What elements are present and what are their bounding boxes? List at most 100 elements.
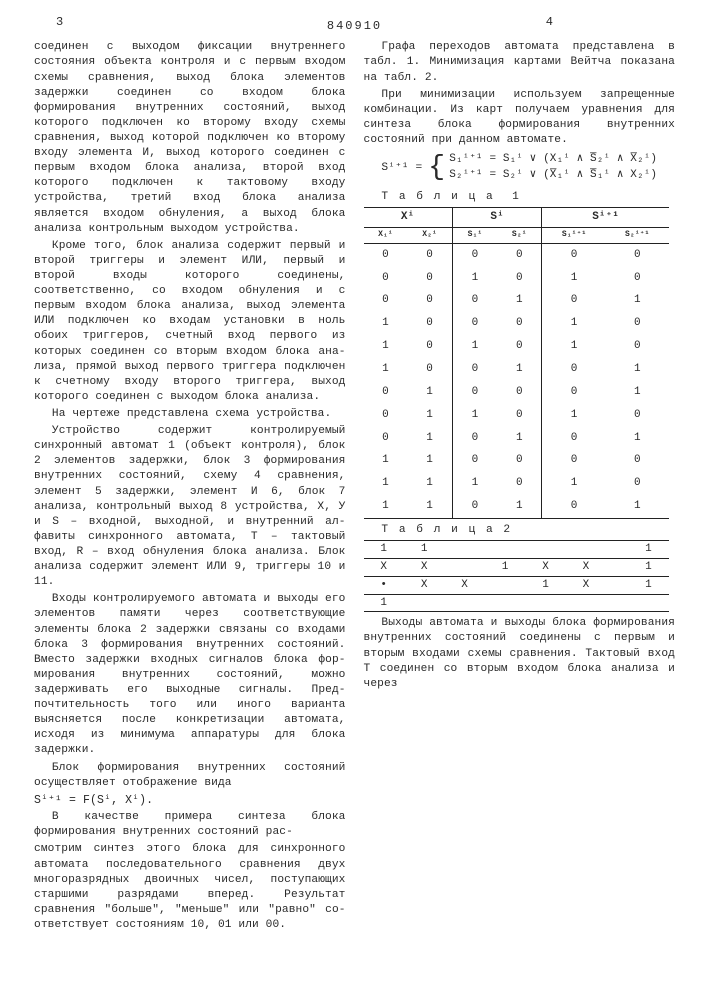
- right-para-3: При минимизации используем запре­щенные …: [364, 88, 676, 148]
- table-cell: 0: [364, 381, 408, 404]
- table-cell: X: [364, 558, 404, 576]
- table-cell: 1: [542, 472, 606, 495]
- left-para-7: В качестве примера синтеза блока формиро…: [34, 810, 346, 840]
- table-cell: 1: [407, 472, 452, 495]
- table-row: 101010: [364, 335, 669, 358]
- t1-group-s1: Sⁱ⁺¹: [542, 208, 669, 228]
- table-cell: 1: [485, 558, 525, 576]
- table-cell: 0: [364, 404, 408, 427]
- table-2: 111XX1XX1•XX1X11: [364, 540, 669, 612]
- table-cell: 0: [542, 449, 606, 472]
- formula-rows: S₁ⁱ⁺¹ = S₁ⁱ ∨ (X₁ⁱ ∧ S̅₂ⁱ ∧ X̅₂ⁱ) S₂ⁱ⁺¹ …: [449, 152, 657, 184]
- table-cell: 0: [364, 289, 408, 312]
- t1-h-1: X₂ⁱ: [407, 227, 452, 243]
- table-cell: 0: [407, 243, 452, 266]
- table-cell: X: [404, 558, 444, 576]
- table-cell: 1: [364, 312, 408, 335]
- left-para-6: Блок формирования внутренних состо­яний …: [34, 761, 346, 791]
- table-cell: 0: [407, 267, 452, 290]
- table-cell: [606, 558, 628, 576]
- table-cell: [628, 594, 669, 612]
- table-cell: 0: [497, 267, 542, 290]
- table-cell: 1: [497, 358, 542, 381]
- t1-h-2: S₁ⁱ: [452, 227, 497, 243]
- braced-formula: Sⁱ⁺¹ = { S₁ⁱ⁺¹ = S₁ⁱ ∨ (X₁ⁱ ∧ S̅₂ⁱ ∧ X̅₂…: [364, 152, 676, 184]
- table-cell: 1: [407, 495, 452, 518]
- formula-lhs: Sⁱ⁺¹ =: [381, 161, 422, 176]
- table-cell: [444, 558, 484, 576]
- table-cell: 1: [364, 335, 408, 358]
- table-cell: 0: [606, 335, 669, 358]
- table-row: 111: [364, 541, 669, 559]
- table-cell: 1: [542, 335, 606, 358]
- left-para-4: Устройство содержит контролируемый синхр…: [34, 424, 346, 590]
- table2-body: 111XX1XX1•XX1X11: [364, 541, 669, 612]
- table-cell: 1: [364, 495, 408, 518]
- table-cell: 0: [542, 381, 606, 404]
- table1-title: Т а б л и ц а 1: [364, 190, 676, 205]
- table-cell: [444, 594, 484, 612]
- table-cell: 0: [452, 495, 497, 518]
- table-cell: 0: [606, 243, 669, 266]
- table-cell: 1: [364, 449, 408, 472]
- table-cell: •: [364, 576, 404, 594]
- table-row: 000101: [364, 289, 669, 312]
- table-row: 110101: [364, 495, 669, 518]
- left-para-2: Кроме того, блок анализа содержит первый…: [34, 239, 346, 405]
- table-row: 010001: [364, 381, 669, 404]
- table-cell: [485, 594, 525, 612]
- left-para-1: соединен с выходом фиксации внутрен­него…: [34, 40, 346, 236]
- table-cell: [566, 541, 606, 559]
- table-cell: 0: [452, 427, 497, 450]
- table-cell: 0: [452, 289, 497, 312]
- formula-row-1: S₁ⁱ⁺¹ = S₁ⁱ ∨ (X₁ⁱ ∧ S̅₂ⁱ ∧ X̅₂ⁱ): [449, 152, 657, 168]
- t1-h-0: X₁ⁱ: [364, 227, 408, 243]
- t1-h-5: S₂ⁱ⁺¹: [606, 227, 669, 243]
- table-cell: 0: [452, 358, 497, 381]
- table-cell: 0: [364, 427, 408, 450]
- table-row: 001010: [364, 267, 669, 290]
- table-cell: 0: [606, 267, 669, 290]
- table-row: 000000: [364, 243, 669, 266]
- table-cell: 1: [542, 267, 606, 290]
- page-num-right: 4: [546, 14, 555, 30]
- table-cell: 0: [364, 267, 408, 290]
- table-cell: 0: [407, 289, 452, 312]
- table-cell: X: [444, 576, 484, 594]
- table-cell: 0: [497, 312, 542, 335]
- table-cell: 1: [606, 381, 669, 404]
- table-cell: 0: [407, 335, 452, 358]
- table-cell: 0: [542, 243, 606, 266]
- document-number: 840910: [34, 18, 675, 34]
- table-cell: X: [566, 576, 606, 594]
- table-1: Xⁱ Sⁱ Sⁱ⁺¹ X₁ⁱ X₂ⁱ S₁ⁱ S₂ⁱ S₁ⁱ⁺¹ S₂ⁱ⁺¹ 0…: [364, 207, 669, 519]
- table-cell: 0: [497, 243, 542, 266]
- table-row: 100101: [364, 358, 669, 381]
- table1-head: Xⁱ Sⁱ Sⁱ⁺¹ X₁ⁱ X₂ⁱ S₁ⁱ S₂ⁱ S₁ⁱ⁺¹ S₂ⁱ⁺¹: [364, 208, 669, 244]
- table-cell: [606, 541, 628, 559]
- table-cell: 0: [542, 427, 606, 450]
- table-cell: [485, 541, 525, 559]
- table-cell: 0: [606, 472, 669, 495]
- right-para-1: смотрим синтез этого блока для синх­ронн…: [34, 842, 346, 933]
- table-cell: 1: [452, 267, 497, 290]
- table-cell: 1: [364, 594, 404, 612]
- table-cell: 1: [497, 495, 542, 518]
- table-cell: 1: [452, 335, 497, 358]
- table-row: XX1XX1: [364, 558, 669, 576]
- table-cell: 1: [606, 427, 669, 450]
- table-cell: 1: [407, 404, 452, 427]
- table-cell: 0: [606, 449, 669, 472]
- t1-h-4: S₁ⁱ⁺¹: [542, 227, 606, 243]
- table-cell: X: [566, 558, 606, 576]
- table-cell: 1: [542, 312, 606, 335]
- table-cell: 1: [628, 541, 669, 559]
- t1-h-3: S₂ⁱ: [497, 227, 542, 243]
- table-cell: 1: [525, 576, 565, 594]
- right-para-2: Графа переходов автомата представ­лена в…: [364, 40, 676, 85]
- table-cell: 0: [606, 404, 669, 427]
- table-row: 111010: [364, 472, 669, 495]
- table-cell: [525, 594, 565, 612]
- table-cell: [485, 576, 525, 594]
- table-cell: 1: [606, 495, 669, 518]
